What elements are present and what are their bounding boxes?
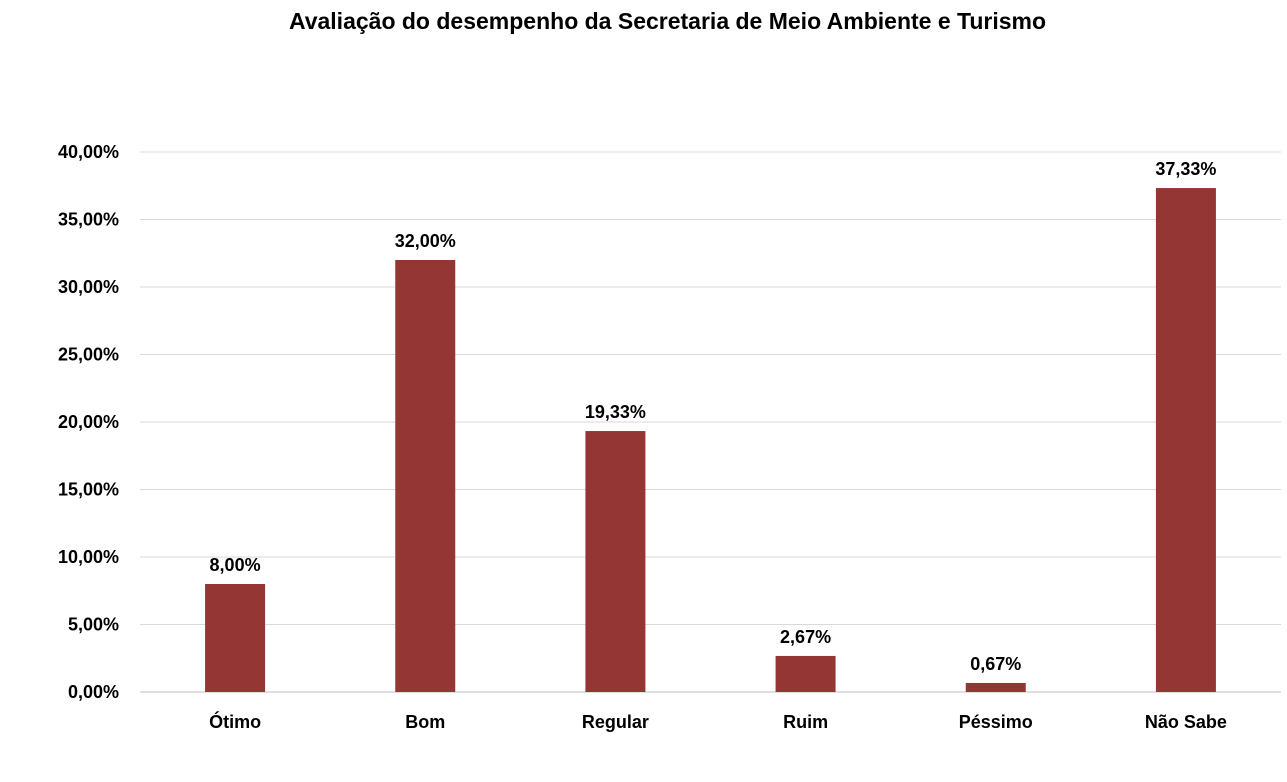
category-label: Ótimo — [209, 711, 261, 732]
y-tick-label: 10,00% — [58, 547, 119, 567]
category-label: Não Sabe — [1145, 712, 1227, 732]
y-tick-label: 25,00% — [58, 345, 119, 365]
bar — [395, 260, 456, 692]
y-tick-label: 40,00% — [58, 142, 119, 162]
category-label: Péssimo — [959, 712, 1033, 732]
y-tick-label: 30,00% — [58, 277, 119, 297]
data-label: 32,00% — [395, 231, 456, 251]
bar — [205, 584, 266, 692]
gridlines — [140, 151, 1281, 693]
category-labels: Ótimo Bom Regular Ruim Péssimo Não Sabe — [209, 711, 1227, 732]
y-tick-label: 20,00% — [58, 412, 119, 432]
bar — [1155, 188, 1216, 693]
bar — [775, 655, 836, 692]
chart-title: Avaliação do desempenho da Secretaria de… — [288, 8, 1047, 34]
data-label: 8,00% — [210, 555, 261, 575]
data-labels: 8,00% 32,00% 19,33% 2,67% 0,67% 37,33% — [210, 159, 1217, 674]
category-label: Bom — [405, 712, 445, 732]
y-tick-label: 5,00% — [68, 615, 119, 635]
category-label: Ruim — [783, 712, 828, 732]
category-label: Regular — [582, 712, 649, 732]
data-label: 19,33% — [585, 402, 646, 422]
y-tick-label: 0,00% — [68, 682, 119, 702]
y-tick-label: 35,00% — [58, 210, 119, 230]
data-label: 37,33% — [1155, 159, 1216, 179]
data-label: 2,67% — [780, 627, 831, 647]
bar — [965, 682, 1026, 692]
bar — [585, 431, 646, 692]
data-label: 0,67% — [970, 654, 1021, 674]
y-tick-label: 15,00% — [58, 480, 119, 500]
bars — [205, 188, 1216, 693]
y-axis-tick-labels: 0,00% 5,00% 10,00% 15,00% 20,00% 25,00% 30,00%… — [58, 142, 119, 702]
